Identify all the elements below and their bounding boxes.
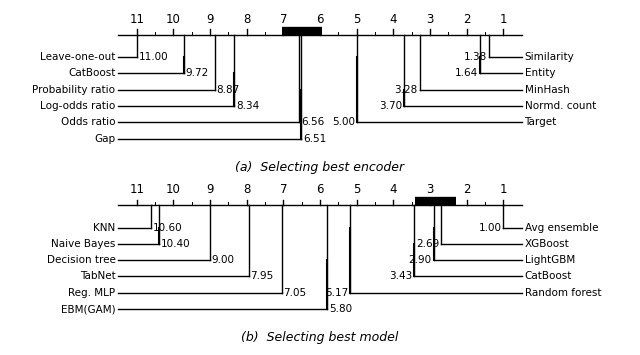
Text: Decision tree: Decision tree [47,255,115,265]
Text: Random forest: Random forest [525,288,601,298]
Text: 11.00: 11.00 [139,52,168,62]
Text: 8.87: 8.87 [216,85,240,95]
Text: Target: Target [525,118,557,127]
Text: 4: 4 [390,183,397,196]
Text: 5: 5 [353,183,360,196]
Text: (b)  Selecting best model: (b) Selecting best model [241,331,399,344]
Text: MinHash: MinHash [525,85,570,95]
Text: 8: 8 [243,183,250,196]
Text: CatBoost: CatBoost [525,272,572,282]
Text: 11: 11 [129,183,144,196]
Text: Normd. count: Normd. count [525,101,596,111]
Text: 6: 6 [316,13,324,26]
Text: 5.17: 5.17 [325,288,349,298]
Text: 10.40: 10.40 [161,239,190,249]
Text: Odds ratio: Odds ratio [61,118,115,127]
Text: 6: 6 [316,183,324,196]
Text: 3: 3 [426,183,434,196]
Text: 4: 4 [390,13,397,26]
Text: Reg. MLP: Reg. MLP [68,288,115,298]
Text: CatBoost: CatBoost [68,69,115,78]
Text: 3.43: 3.43 [389,272,412,282]
Text: 7.95: 7.95 [250,272,274,282]
Text: 1: 1 [500,13,507,26]
Text: Probability ratio: Probability ratio [33,85,115,95]
Text: Entity: Entity [525,69,555,78]
Text: 7.05: 7.05 [284,288,307,298]
Text: 6.56: 6.56 [301,118,324,127]
Text: 3.28: 3.28 [395,85,418,95]
Text: 5.80: 5.80 [329,304,352,314]
Text: 2: 2 [463,183,470,196]
Text: 8: 8 [243,13,250,26]
Text: 6.51: 6.51 [303,133,326,144]
Text: 3: 3 [426,13,434,26]
Text: XGBoost: XGBoost [525,239,570,249]
Text: EBM(GAM): EBM(GAM) [61,304,115,314]
Text: (a)  Selecting best encoder: (a) Selecting best encoder [236,161,404,174]
Text: Avg ensemble: Avg ensemble [525,223,598,233]
Text: 2: 2 [463,13,470,26]
Text: Gap: Gap [94,133,115,144]
Text: 7: 7 [280,183,287,196]
Text: 5: 5 [353,13,360,26]
Text: 9: 9 [206,13,214,26]
Text: 2.69: 2.69 [416,239,440,249]
Text: 1.00: 1.00 [479,223,501,233]
Text: 10.60: 10.60 [153,223,183,233]
Text: 8.34: 8.34 [236,101,259,111]
Text: LightGBM: LightGBM [525,255,575,265]
Text: 10: 10 [166,183,181,196]
Text: KNN: KNN [93,223,115,233]
Text: Naive Bayes: Naive Bayes [51,239,115,249]
Text: 1.64: 1.64 [455,69,478,78]
Text: 9: 9 [206,183,214,196]
Text: Leave-one-out: Leave-one-out [40,52,115,62]
Text: 5.00: 5.00 [332,118,355,127]
Text: Similarity: Similarity [525,52,574,62]
Text: 1.38: 1.38 [464,52,488,62]
Text: Log-odds ratio: Log-odds ratio [40,101,115,111]
Text: 9.72: 9.72 [186,69,209,78]
Text: 2.90: 2.90 [409,255,432,265]
Text: TabNet: TabNet [80,272,115,282]
Text: 7: 7 [280,13,287,26]
Text: 11: 11 [129,13,144,26]
Text: 9.00: 9.00 [212,255,235,265]
Text: 3.70: 3.70 [380,101,403,111]
Text: 10: 10 [166,13,181,26]
Text: 1: 1 [500,183,507,196]
